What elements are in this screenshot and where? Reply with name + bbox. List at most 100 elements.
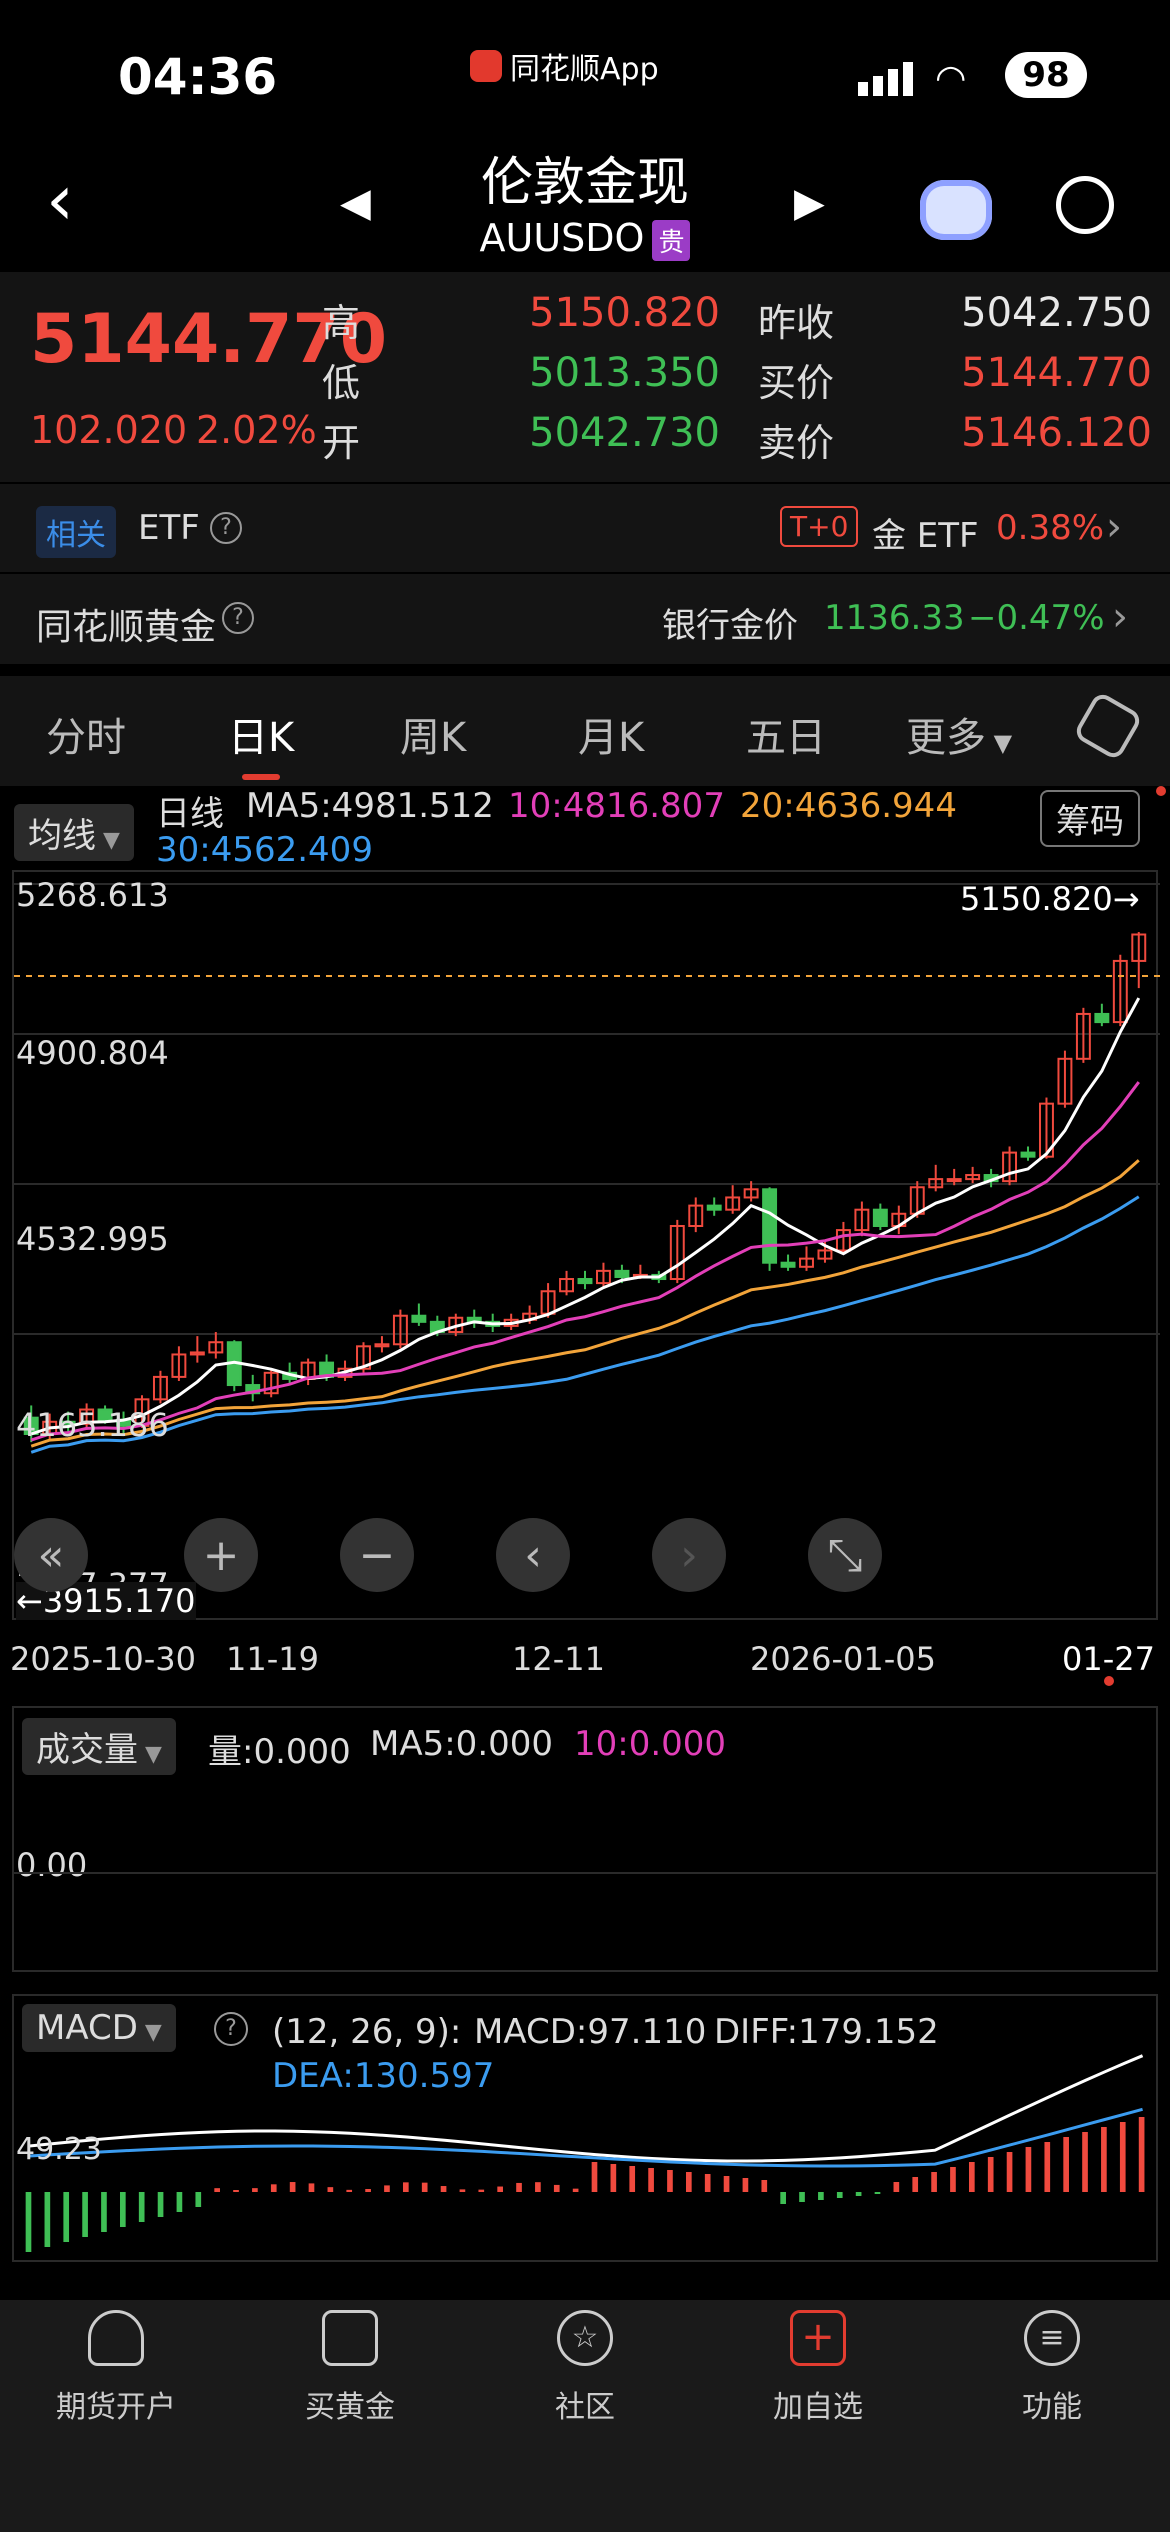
related-row[interactable] — [0, 484, 1170, 572]
macd-bar — [365, 2189, 371, 2192]
candle-body — [614, 1269, 630, 1278]
candle-body — [799, 1257, 814, 1268]
macd-svg — [25, 2054, 1145, 2252]
macd-bar — [855, 2192, 862, 2196]
macd-bar — [553, 2184, 560, 2192]
candle-body — [688, 1204, 704, 1228]
diff-line — [29, 2054, 1144, 2163]
macd-bar — [421, 2182, 428, 2192]
search-icon[interactable] — [1056, 176, 1114, 234]
status-time: 04:36 — [118, 48, 278, 106]
candle-body — [928, 1178, 944, 1189]
bid-label: 买价 — [758, 361, 835, 405]
info-icon[interactable]: ? — [210, 512, 242, 544]
fullscreen-button[interactable]: ⤡ — [808, 1518, 882, 1592]
nav-buy-gold[interactable]: 买黄金 — [270, 2310, 430, 2426]
app-logo-icon — [470, 50, 502, 82]
macd-panel[interactable] — [12, 1994, 1158, 2262]
macd-tick: 49.23 — [16, 2132, 102, 2167]
current-date-dot — [1104, 1676, 1114, 1686]
robot-assistant-icon[interactable] — [920, 180, 992, 240]
macd-bar — [1025, 2147, 1032, 2192]
prev-instrument-button[interactable]: ◀ — [340, 180, 371, 226]
chevron-right-icon: › — [1106, 504, 1122, 550]
macd-bar — [233, 2190, 239, 2192]
ma-line-ma5 — [30, 997, 1141, 1436]
back-button[interactable]: ‹ — [46, 159, 74, 241]
volume-tick: 0.00 — [16, 1846, 88, 1884]
macd-bar — [1044, 2142, 1051, 2192]
pan-left-button[interactable]: ‹ — [496, 1518, 570, 1592]
last-price: 5144.770 — [30, 300, 388, 379]
nav-futures-account[interactable]: 期货开户 — [36, 2310, 196, 2426]
document-icon — [322, 2310, 378, 2366]
tab-weekly-k[interactable]: 周K — [400, 715, 467, 761]
candle-body — [595, 1269, 611, 1285]
tab-monthly-k[interactable]: 月K — [578, 715, 645, 761]
ma30-value: 30:4562.409 — [156, 830, 373, 870]
volume-selector[interactable]: 成交量 ▼ — [22, 1718, 176, 1775]
info-icon[interactable]: ? — [222, 602, 254, 634]
zoom-out-button[interactable]: − — [340, 1518, 414, 1592]
candle-body — [872, 1208, 888, 1228]
kline-svg — [14, 883, 1160, 1454]
macd-bar — [968, 2162, 975, 2192]
instrument-symbol: AUUSDO 贵 — [0, 216, 1170, 261]
macd-bar — [1006, 2152, 1013, 2192]
macd-bar — [874, 2192, 881, 2194]
y-tick-2: 4532.995 — [16, 1220, 169, 1258]
macd-bar — [1082, 2132, 1088, 2192]
macd-selector[interactable]: MACD ▼ — [22, 2004, 176, 2052]
tab-more[interactable]: 更多 ▼ — [906, 705, 1012, 763]
scroll-to-start-button[interactable]: « — [14, 1518, 88, 1592]
pan-right-button[interactable]: › — [652, 1518, 726, 1592]
volume-panel[interactable] — [12, 1706, 1158, 1972]
volume-value: 量:0.000 — [208, 1732, 351, 1772]
next-instrument-button[interactable]: ▶ — [794, 180, 825, 226]
candle-body — [577, 1278, 593, 1285]
user-icon — [88, 2310, 144, 2366]
gold-etf-label[interactable]: 金 ETF — [872, 516, 979, 556]
zoom-in-button[interactable]: + — [184, 1518, 258, 1592]
ma-line-ma10 — [30, 1081, 1140, 1442]
macd-bar — [82, 2192, 88, 2237]
tab-daily-k[interactable]: 日K — [228, 715, 295, 761]
low-label: 低 — [322, 361, 361, 405]
precious-badge: 贵 — [652, 220, 691, 261]
chip-distribution-button[interactable]: 筹码 — [1040, 790, 1140, 847]
nav-functions[interactable]: ≡ 功能 — [972, 2310, 1132, 2426]
high-marker-label: 5150.820→ — [960, 880, 1140, 918]
candle-body — [152, 1375, 168, 1401]
candle-body — [817, 1249, 833, 1260]
etf-label: ETF — [138, 508, 200, 548]
ma-selector[interactable]: 均线 ▼ — [14, 804, 134, 861]
ma20-value: 20:4636.944 — [740, 786, 957, 826]
prevclose-label: 昨收 — [758, 301, 835, 345]
bid-value: 5144.770 — [961, 350, 1152, 396]
nav-label: 功能 — [1022, 2390, 1082, 2425]
candle-body — [392, 1314, 408, 1346]
macd-bar — [402, 2182, 409, 2192]
tab-intraday[interactable]: 分时 — [46, 715, 126, 761]
tab-five-day[interactable]: 五日 — [746, 715, 826, 761]
ths-gold-row[interactable] — [0, 574, 1170, 664]
candle-body — [1131, 933, 1147, 962]
change-percent: 2.02% — [196, 408, 317, 452]
candle-body — [946, 1178, 962, 1183]
battery-indicator: 98 — [1005, 52, 1087, 98]
bank-gold-percent: −0.47% — [968, 598, 1105, 638]
macd-info-icon[interactable]: ? — [214, 2012, 248, 2046]
ths-gold-label: 同花顺黄金 — [36, 607, 217, 648]
kline-chart[interactable] — [12, 870, 1160, 1620]
macd-bar — [157, 2192, 164, 2217]
nav-community[interactable]: ☆ 社区 — [505, 2310, 665, 2426]
macd-bar — [1138, 2117, 1145, 2192]
high-label: 高 — [322, 301, 361, 345]
macd-bar — [516, 2182, 522, 2192]
ma-line-ma20 — [30, 1159, 1140, 1448]
nav-add-favorite[interactable]: + 加自选 — [738, 2310, 898, 2426]
macd-bar — [780, 2192, 786, 2204]
candle-body — [725, 1196, 741, 1211]
macd-bar — [289, 2182, 296, 2192]
macd-bar — [950, 2167, 956, 2192]
